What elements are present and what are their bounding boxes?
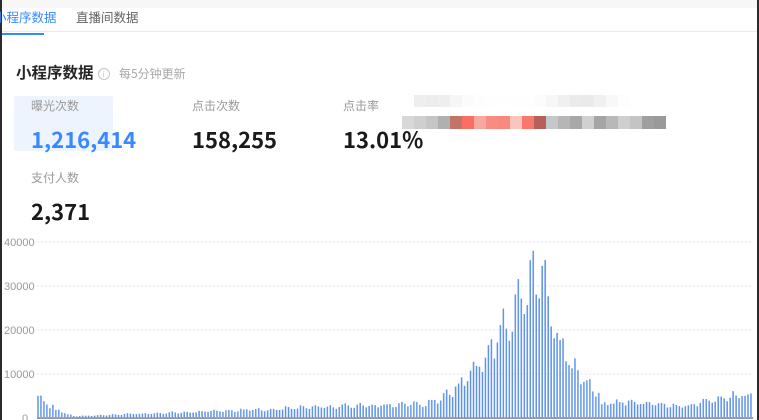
svg-text:20000: 20000 <box>4 325 35 337</box>
svg-text:40000: 40000 <box>4 237 35 249</box>
svg-text:10000: 10000 <box>4 369 35 381</box>
svg-text:30000: 30000 <box>4 281 35 293</box>
svg-text:0: 0 <box>22 413 28 420</box>
